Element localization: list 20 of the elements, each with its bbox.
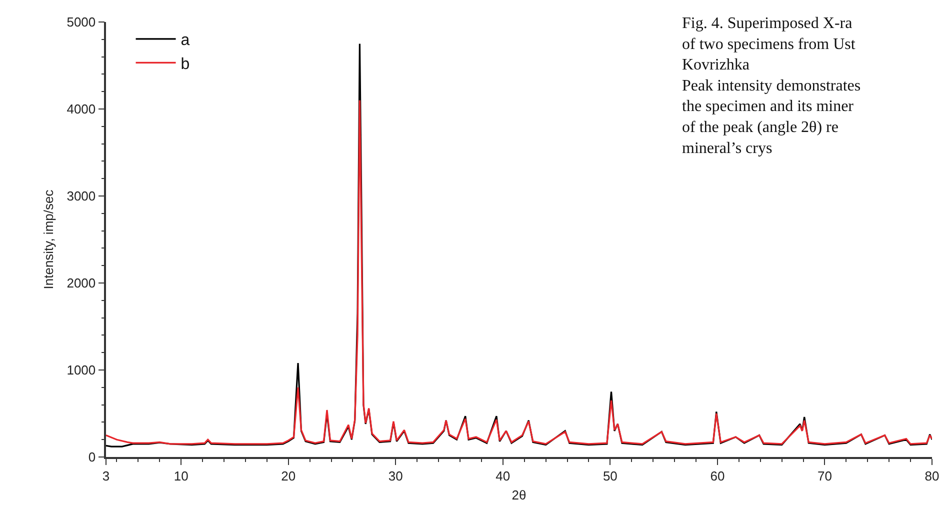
y-tick-label: 3000 — [66, 188, 96, 204]
y-tick-label: 4000 — [66, 102, 96, 117]
y-tick-label: 1000 — [66, 362, 96, 378]
x-tick-label: 20 — [281, 468, 296, 484]
y-tick-label: 5000 — [66, 14, 96, 30]
y-tick-label: 2000 — [66, 276, 96, 291]
x-tick-label: 60 — [710, 468, 725, 484]
x-tick-label: 80 — [924, 468, 940, 484]
x-axis-title: 2θ — [512, 487, 526, 502]
x-tick-label: 10 — [174, 468, 188, 484]
x-tick-label: 70 — [817, 468, 832, 484]
x-tick-label: 50 — [602, 468, 618, 484]
y-tick-label: 0 — [88, 450, 96, 465]
x-tick-label: 40 — [496, 468, 510, 484]
legend-label: a — [180, 32, 190, 50]
annotation: Fig. 4. Superimposed X-ra of two specimens from Ust Kovrizhka Peak intensity demonstrates the specimen and its miner of the peak (angle 2θ) re mineral’s crys — [682, 15, 861, 157]
y-axis-title: Intensity, imp/sec — [41, 189, 56, 290]
x-tick-label: 3 — [102, 468, 110, 484]
legend-label: b — [180, 56, 190, 73]
x-tick-label: 30 — [388, 468, 403, 484]
